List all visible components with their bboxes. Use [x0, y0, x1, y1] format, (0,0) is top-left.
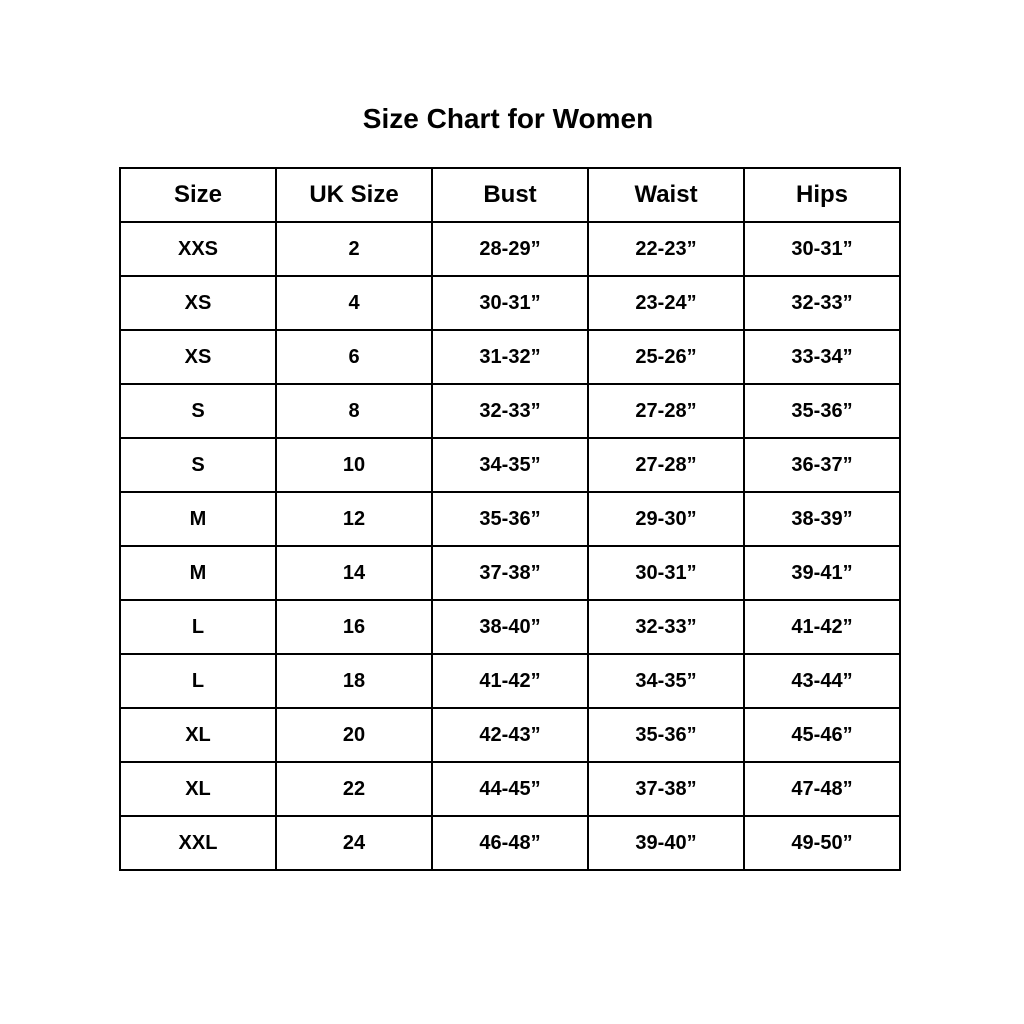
table-cell: XL [119, 761, 277, 817]
table-cell: L [119, 599, 277, 655]
table-row: XXL 24 46-48” 39-40” 49-50” [119, 815, 901, 871]
table-cell: XXS [119, 221, 277, 277]
table-row: L 18 41-42” 34-35” 43-44” [119, 653, 901, 709]
table-cell: 18 [275, 653, 433, 709]
table-cell: 16 [275, 599, 433, 655]
table-cell: 27-28” [587, 437, 745, 493]
table-cell: 42-43” [431, 707, 589, 763]
size-chart-table: Size UK Size Bust Waist Hips XXS 2 28-29” 22-23… [119, 167, 901, 871]
table-cell: M [119, 491, 277, 547]
table-cell: L [119, 653, 277, 709]
table-row: XL 20 42-43” 35-36” 45-46” [119, 707, 901, 763]
table-row: XS 6 31-32” 25-26” 33-34” [119, 329, 901, 385]
table-cell: 39-40” [587, 815, 745, 871]
table-cell: 44-45” [431, 761, 589, 817]
table-cell: 27-28” [587, 383, 745, 439]
table-cell: XL [119, 707, 277, 763]
table-row: L 16 38-40” 32-33” 41-42” [119, 599, 901, 655]
table-cell: 28-29” [431, 221, 589, 277]
table-cell: XS [119, 329, 277, 385]
table-cell: 46-48” [431, 815, 589, 871]
table-cell: S [119, 383, 277, 439]
table-cell: 35-36” [743, 383, 901, 439]
table-cell: 35-36” [431, 491, 589, 547]
table-cell: 25-26” [587, 329, 745, 385]
table-cell: 49-50” [743, 815, 901, 871]
column-header: Hips [743, 167, 901, 223]
table-cell: 35-36” [587, 707, 745, 763]
table-cell: 43-44” [743, 653, 901, 709]
table-cell: 22-23” [587, 221, 745, 277]
column-header: Bust [431, 167, 589, 223]
table-header-row: Size UK Size Bust Waist Hips [119, 167, 901, 223]
table-cell: 30-31” [587, 545, 745, 601]
table-cell: 2 [275, 221, 433, 277]
table-cell: M [119, 545, 277, 601]
table-cell: 36-37” [743, 437, 901, 493]
table-cell: 41-42” [431, 653, 589, 709]
table-cell: 30-31” [431, 275, 589, 331]
table-row: XS 4 30-31” 23-24” 32-33” [119, 275, 901, 331]
table-cell: XS [119, 275, 277, 331]
table-row: S 8 32-33” 27-28” 35-36” [119, 383, 901, 439]
table-cell: 29-30” [587, 491, 745, 547]
table-cell: 34-35” [431, 437, 589, 493]
table-cell: 38-39” [743, 491, 901, 547]
table-cell: 32-33” [587, 599, 745, 655]
table-cell: 20 [275, 707, 433, 763]
table-cell: 24 [275, 815, 433, 871]
table-row: M 14 37-38” 30-31” 39-41” [119, 545, 901, 601]
column-header: Size [119, 167, 277, 223]
table-cell: 14 [275, 545, 433, 601]
table-cell: 38-40” [431, 599, 589, 655]
column-header: UK Size [275, 167, 433, 223]
table-cell: 34-35” [587, 653, 745, 709]
table-cell: XXL [119, 815, 277, 871]
table-cell: 10 [275, 437, 433, 493]
table-cell: 4 [275, 275, 433, 331]
column-header: Waist [587, 167, 745, 223]
table-cell: 39-41” [743, 545, 901, 601]
table-cell: 22 [275, 761, 433, 817]
table-row: XL 22 44-45” 37-38” 47-48” [119, 761, 901, 817]
page-title: Size Chart for Women [362, 103, 654, 134]
table-cell: 31-32” [431, 329, 589, 385]
table-cell: 6 [275, 329, 433, 385]
table-cell: 12 [275, 491, 433, 547]
table-cell: 30-31” [743, 221, 901, 277]
table-cell: 41-42” [743, 599, 901, 655]
table-row: XXS 2 28-29” 22-23” 30-31” [119, 221, 901, 277]
table-cell: 45-46” [743, 707, 901, 763]
table-cell: S [119, 437, 277, 493]
table-row: M 12 35-36” 29-30” 38-39” [119, 491, 901, 547]
table-cell: 33-34” [743, 329, 901, 385]
table-cell: 8 [275, 383, 433, 439]
table-cell: 47-48” [743, 761, 901, 817]
table-cell: 32-33” [431, 383, 589, 439]
table-cell: 37-38” [587, 761, 745, 817]
table-cell: 32-33” [743, 275, 901, 331]
table-row: S 10 34-35” 27-28” 36-37” [119, 437, 901, 493]
table-cell: 23-24” [587, 275, 745, 331]
table-body: XXS 2 28-29” 22-23” 30-31” XS 4 30-31” 23-24” 32-… [119, 221, 901, 871]
table-cell: 37-38” [431, 545, 589, 601]
